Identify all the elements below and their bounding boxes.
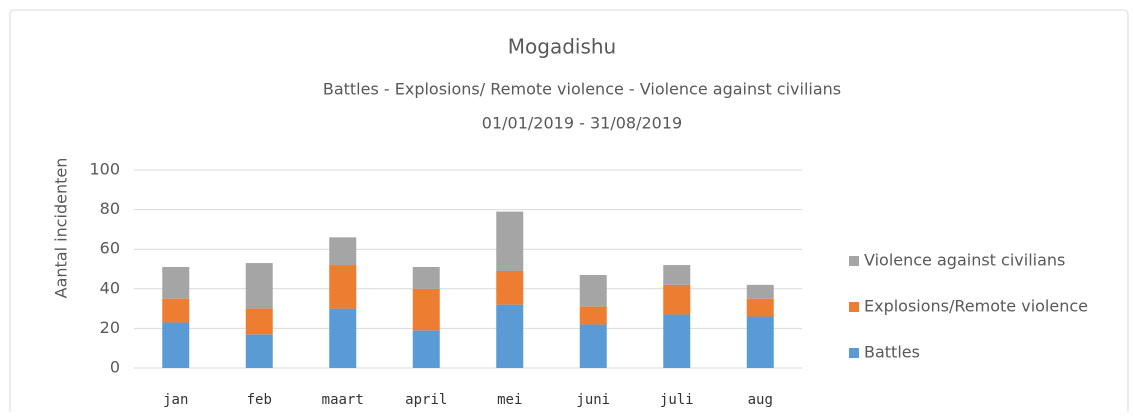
y-tick-label: 20 <box>100 318 120 337</box>
chart-subtitle: Battles - Explosions/ Remote violence - … <box>323 80 841 99</box>
bar-segment <box>746 316 774 368</box>
y-axis-title: Aantal incidenten <box>52 158 71 299</box>
x-tick-label: mei <box>497 392 522 408</box>
legend-swatch <box>849 348 859 358</box>
y-tick-label: 0 <box>110 358 120 377</box>
x-tick-label: feb <box>247 392 272 408</box>
legend-label: Battles <box>864 343 920 362</box>
bar-segment <box>579 274 607 307</box>
legend-swatch <box>849 256 859 266</box>
x-tick-label: maart <box>322 392 364 408</box>
bar-segment <box>663 314 691 368</box>
x-tick-label: april <box>405 392 447 408</box>
bar-segment <box>412 330 440 368</box>
bar-segment <box>412 288 440 331</box>
bar-segment <box>746 284 774 299</box>
bar-segment <box>496 211 524 271</box>
bar-segment <box>412 267 440 289</box>
bar-segment <box>245 308 273 335</box>
bar-segment <box>663 284 691 315</box>
bar-segment <box>245 263 273 309</box>
x-tick-label: aug <box>748 392 773 408</box>
legend-label: Violence against civilians <box>864 251 1065 270</box>
bar-segment <box>329 237 357 266</box>
bar-segment <box>746 298 774 317</box>
x-tick-label: jan <box>163 392 188 408</box>
y-tick-label: 100 <box>89 160 120 179</box>
bar-segment <box>162 322 190 368</box>
bar-segment <box>245 334 273 368</box>
bar-segment <box>579 324 607 368</box>
legend-swatch <box>849 302 859 312</box>
x-tick-label: juli <box>660 392 694 408</box>
bar-segment <box>162 267 190 299</box>
chart-title: Mogadishu <box>508 35 616 59</box>
bar-segment <box>162 298 190 323</box>
bar-segment <box>329 265 357 309</box>
bar-segment <box>663 265 691 285</box>
y-tick-label: 40 <box>100 278 120 297</box>
bar-segment <box>579 306 607 325</box>
bar-segment <box>329 308 357 368</box>
y-tick-label: 80 <box>100 199 120 218</box>
bar-segment <box>496 270 524 305</box>
legend-label: Explosions/Remote violence <box>864 297 1088 316</box>
bar-segment <box>496 304 524 368</box>
chart-frame <box>9 9 1129 416</box>
x-tick-label: juni <box>576 392 610 408</box>
date-range: 01/01/2019 - 31/08/2019 <box>482 114 682 133</box>
y-tick-label: 60 <box>100 239 120 258</box>
